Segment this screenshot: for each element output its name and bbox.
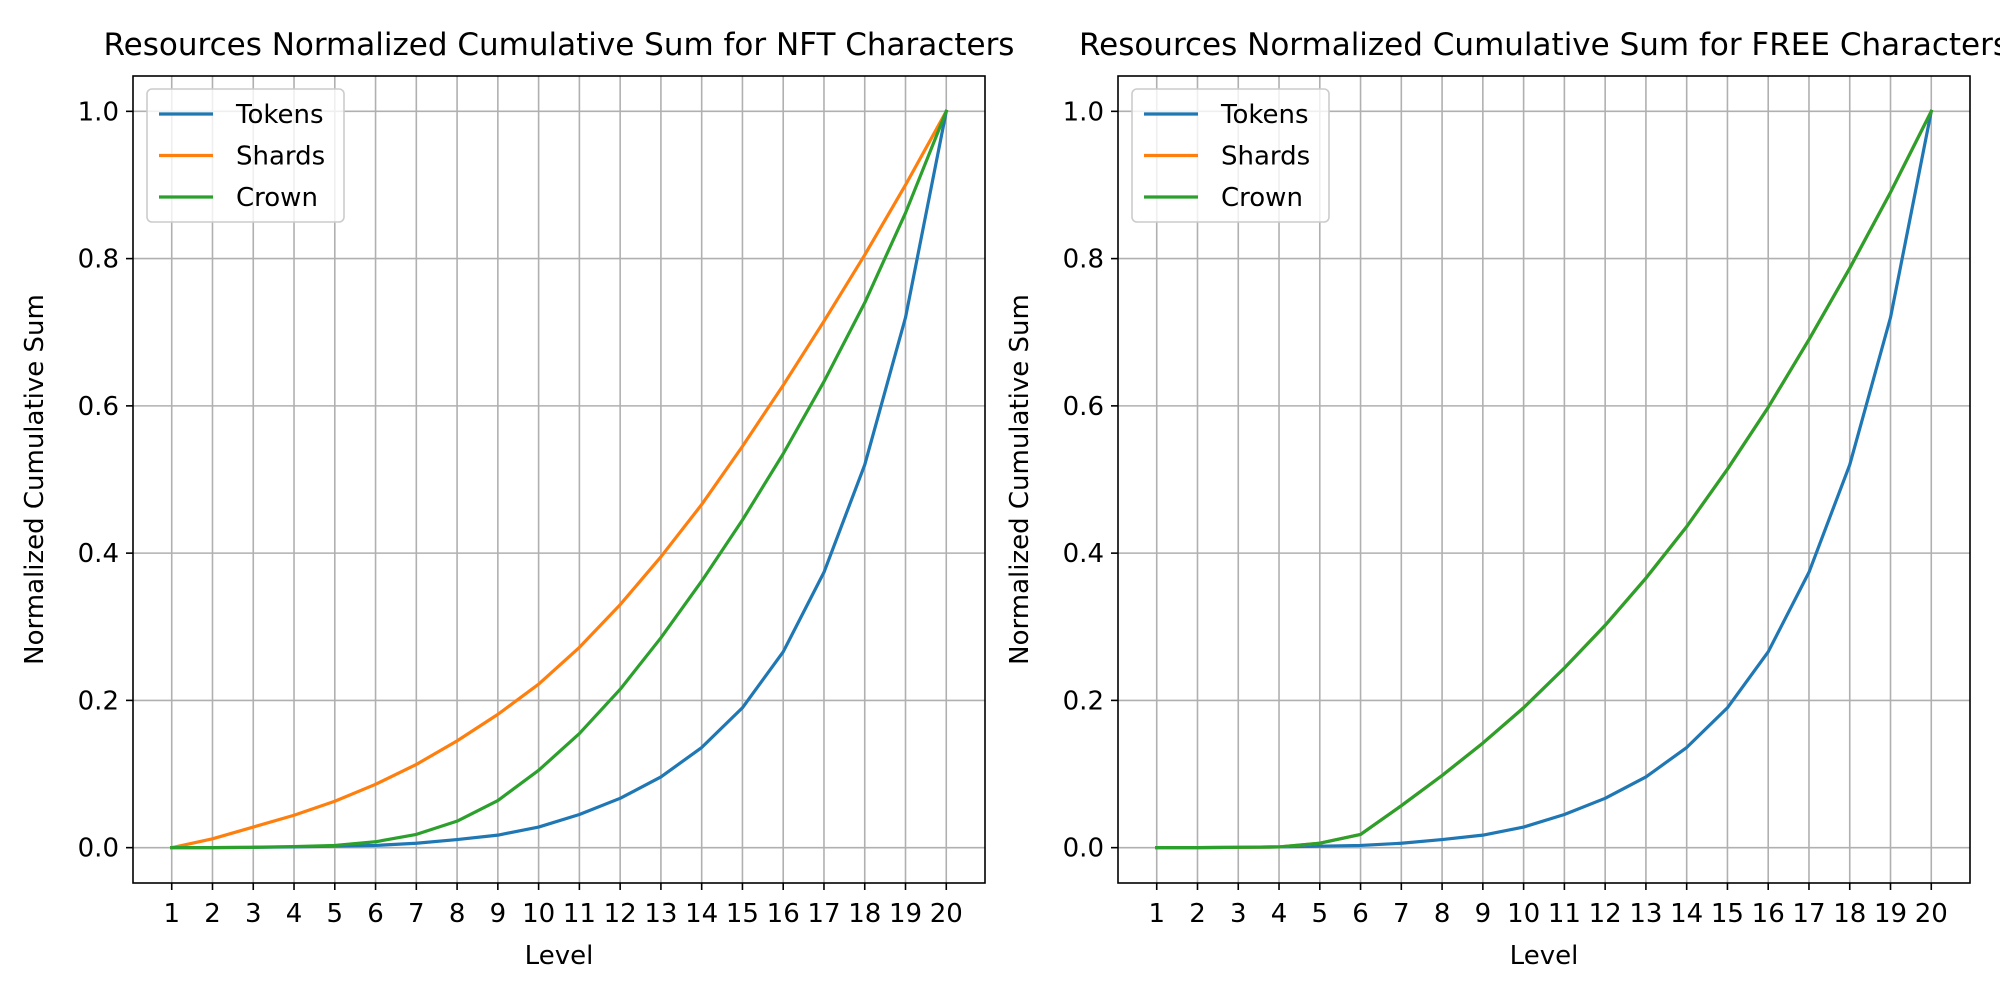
legend: Tokens Shards Crown: [1131, 88, 1330, 223]
x-tick-label: 10: [1507, 899, 1540, 929]
chart-panel-1: 1 2 3 4 5 6 7 8 9 10 11 12 13 14 15 16 17 18 19 200.00.20.4…: [20, 27, 1014, 971]
legend-label-shards: Shards: [1221, 142, 1310, 172]
x-tick-label: 4: [286, 899, 303, 929]
x-tick-label: 14: [685, 899, 718, 929]
x-tick-label: 11: [563, 899, 596, 929]
x-tick-label: 19: [889, 899, 922, 929]
x-tick-label: 15: [726, 899, 759, 929]
axes-frame: [132, 75, 986, 884]
x-tick-label: 13: [1629, 899, 1662, 929]
x-tick-label: 18: [1833, 899, 1866, 929]
x-tick-label: 12: [1589, 899, 1622, 929]
x-tick-label: 11: [1548, 899, 1581, 929]
y-tick-label: 0.4: [1063, 539, 1104, 569]
x-tick-label: 20: [1915, 899, 1948, 929]
x-tick-label: 17: [807, 899, 840, 929]
x-tick-label: 2: [204, 899, 221, 929]
x-tick-label: 1: [1148, 899, 1165, 929]
chart-title: Resources Normalized Cumulative Sum for …: [1079, 27, 2000, 63]
x-tick-label: 13: [644, 899, 677, 929]
y-tick-label: 0.6: [1063, 392, 1104, 422]
legend-label-tokens: Tokens: [1220, 100, 1309, 130]
x-tick-label: 20: [930, 899, 963, 929]
x-tick-label: 10: [522, 899, 555, 929]
x-tick-label: 16: [1752, 899, 1785, 929]
x-tick-label: 7: [1393, 899, 1410, 929]
legend-label-tokens: Tokens: [235, 100, 324, 130]
y-tick-label: 1.0: [1063, 97, 1104, 127]
y-axis-label: Normalized Cumulative Sum: [1005, 294, 1035, 665]
x-tick-label: 19: [1874, 899, 1907, 929]
legend-label-shards: Shards: [236, 142, 325, 172]
y-tick-label: 0.8: [1063, 245, 1104, 275]
x-tick-label: 6: [1352, 899, 1369, 929]
x-tick-label: 8: [1434, 899, 1451, 929]
chart-title: Resources Normalized Cumulative Sum for …: [104, 27, 1015, 63]
x-tick-label: 7: [408, 899, 425, 929]
y-tick-label: 0.0: [1063, 834, 1104, 864]
axes-frame: [1117, 75, 1971, 884]
x-tick-label: 8: [449, 899, 466, 929]
x-tick-label: 6: [367, 899, 384, 929]
x-tick-label: 5: [327, 899, 344, 929]
legend-label-crown: Crown: [236, 183, 318, 213]
x-tick-label: 16: [767, 899, 800, 929]
x-tick-label: 9: [490, 899, 507, 929]
x-tick-label: 3: [245, 899, 262, 929]
y-tick-label: 1.0: [78, 97, 119, 127]
x-tick-label: 3: [1230, 899, 1247, 929]
series-line-crown: [170, 109, 949, 850]
x-tick-label: 2: [1189, 899, 1206, 929]
y-tick-label: 0.4: [78, 539, 119, 569]
legend-box: [146, 88, 345, 223]
series-line-crown: [1155, 109, 1934, 850]
x-tick-label: 17: [1792, 899, 1825, 929]
legend-label-crown: Crown: [1221, 183, 1303, 213]
x-tick-label: 5: [1312, 899, 1329, 929]
x-tick-label: 9: [1475, 899, 1492, 929]
legend-box: [1131, 88, 1330, 223]
series-line-shards: [169, 109, 949, 850]
x-axis-label: Level: [1510, 941, 1579, 971]
x-tick-label: 12: [604, 899, 637, 929]
y-tick-label: 0.0: [78, 834, 119, 864]
x-tick-label: 18: [848, 899, 881, 929]
y-tick-label: 0.2: [78, 686, 119, 716]
x-tick-label: 4: [1271, 899, 1288, 929]
y-axis-label: Normalized Cumulative Sum: [20, 294, 50, 665]
y-tick-label: 0.8: [78, 245, 119, 275]
y-tick-label: 0.6: [78, 392, 119, 422]
x-axis-label: Level: [525, 941, 594, 971]
x-tick-label: 15: [1711, 899, 1744, 929]
legend: Tokens Shards Crown: [146, 88, 345, 223]
x-tick-label: 1: [163, 899, 180, 929]
y-tick-label: 0.2: [1063, 686, 1104, 716]
x-tick-label: 14: [1670, 899, 1703, 929]
chart-panel-2: 1 2 3 4 5 6 7 8 9 10 11 12 13 14 15 16 17 18 19 200.00.20.4…: [1005, 27, 2000, 971]
